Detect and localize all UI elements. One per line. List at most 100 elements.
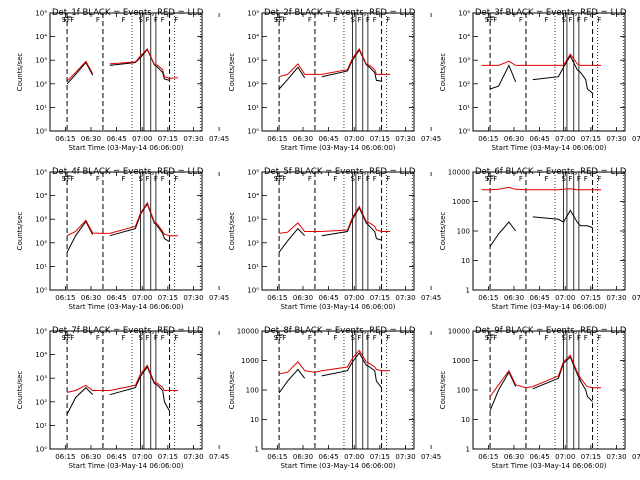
event-marker-label: F — [366, 175, 370, 183]
event-marker-label: F — [490, 16, 494, 24]
x-tick-label: 06:30 — [293, 453, 313, 461]
plot-frame — [261, 171, 415, 291]
event-marker-label: F — [174, 175, 178, 183]
y-tick-label: 10⁰ — [247, 128, 259, 136]
event-marker-label: S — [562, 334, 567, 342]
y-tick-label: 10000 — [448, 328, 470, 336]
y-tick-label: 10² — [35, 398, 47, 406]
x-tick-label: 06:45 — [319, 294, 339, 302]
event-marker-label: F — [519, 334, 523, 342]
x-tick-label: 07:00 — [132, 135, 152, 143]
event-marker-label: F — [333, 334, 337, 342]
event-marker-label: F — [70, 334, 74, 342]
x-tick-label: 07:30 — [606, 453, 626, 461]
event-marker-label: F — [493, 334, 497, 342]
y-tick-label: 10¹ — [35, 422, 47, 430]
event-marker-label: S — [274, 16, 279, 24]
event-marker-label: F — [519, 175, 523, 183]
x-tick-label: 07:45 — [421, 135, 441, 143]
event-marker-label: F — [145, 334, 149, 342]
events-series-line — [489, 54, 593, 94]
y-tick-label: 10³ — [247, 216, 259, 224]
event-marker-label: F — [577, 16, 581, 24]
event-marker-label: F — [386, 16, 390, 24]
y-tick-label: 10 — [250, 416, 259, 424]
event-marker-label: S — [485, 175, 490, 183]
x-tick-label: 07:15 — [370, 135, 390, 143]
y-axis-label: Counts/sec — [228, 53, 236, 92]
y-tick-label: 10000 — [237, 328, 259, 336]
event-marker-label: S — [62, 16, 67, 24]
event-marker-label: F — [584, 175, 588, 183]
event-marker-label: F — [279, 175, 283, 183]
x-tick-label: 06:30 — [81, 453, 101, 461]
event-marker-label: S — [139, 175, 144, 183]
y-tick-label: 10³ — [35, 57, 47, 65]
y-tick-label: 10³ — [458, 57, 470, 65]
x-tick-label: 06:45 — [319, 135, 339, 143]
event-marker-label: F — [67, 334, 71, 342]
event-marker-label: F — [597, 16, 601, 24]
x-axis-label: Start Time (03-May-14 06:06:00) — [280, 303, 395, 311]
y-tick-label: 10² — [35, 80, 47, 88]
event-marker-label: F — [67, 16, 71, 24]
x-tick-label: 07:45 — [632, 294, 640, 302]
x-tick-label: 06:30 — [293, 294, 313, 302]
event-marker-label: F — [174, 334, 178, 342]
event-marker-label: F — [366, 334, 370, 342]
y-tick-label: 10² — [35, 239, 47, 247]
y-tick-label: 1000 — [452, 198, 470, 206]
x-tick-label: 07:30 — [183, 135, 203, 143]
lld-series-line — [66, 364, 179, 393]
lld-series-line — [481, 186, 602, 191]
event-marker-label: F — [568, 175, 572, 183]
event-marker-label: S — [139, 16, 144, 24]
x-tick-label: 06:45 — [530, 294, 550, 302]
plot-frame — [49, 12, 203, 132]
x-tick-label: 07:15 — [158, 135, 178, 143]
x-tick-label: 07:30 — [395, 294, 415, 302]
event-marker-label: F — [308, 16, 312, 24]
y-tick-label: 10¹ — [247, 104, 259, 112]
event-marker-label: F — [386, 175, 390, 183]
event-marker-label: F — [161, 334, 165, 342]
event-marker-label: S — [274, 175, 279, 183]
x-tick-label: 06:45 — [530, 453, 550, 461]
lld-series-line — [66, 201, 179, 237]
x-tick-label: 07:15 — [581, 453, 601, 461]
event-marker-label: F — [577, 175, 581, 183]
event-marker-label: F — [282, 334, 286, 342]
x-tick-label: 06:45 — [107, 135, 127, 143]
x-tick-label: 07:45 — [209, 453, 229, 461]
events-series-line — [66, 48, 170, 85]
plot-frame — [261, 12, 415, 132]
y-tick-label: 1000 — [452, 357, 470, 365]
x-tick-label: 07:45 — [421, 453, 441, 461]
event-marker-label: F — [373, 16, 377, 24]
x-tick-label: 06:45 — [107, 453, 127, 461]
y-tick-label: 10⁰ — [35, 128, 47, 136]
event-marker-label: F — [63, 16, 67, 24]
plot-frame — [49, 171, 203, 291]
y-tick-label: 10¹ — [458, 104, 470, 112]
event-marker-label: S — [351, 175, 356, 183]
x-tick-label: 07:45 — [209, 294, 229, 302]
x-axis-label: Start Time (03-May-14 06:06:00) — [68, 144, 183, 152]
x-tick-label: 06:15 — [55, 135, 75, 143]
event-marker-label: F — [486, 16, 490, 24]
event-marker-label: F — [121, 175, 125, 183]
x-tick-label: 07:30 — [606, 135, 626, 143]
y-tick-label: 100 — [457, 228, 470, 236]
event-marker-label: F — [333, 175, 337, 183]
y-tick-label: 10⁵ — [35, 328, 47, 336]
events-series-line — [66, 365, 171, 415]
plot-frame — [472, 12, 626, 132]
event-marker-label: F — [96, 16, 100, 24]
event-marker-label: F — [275, 16, 279, 24]
x-tick-label: 06:15 — [267, 453, 287, 461]
